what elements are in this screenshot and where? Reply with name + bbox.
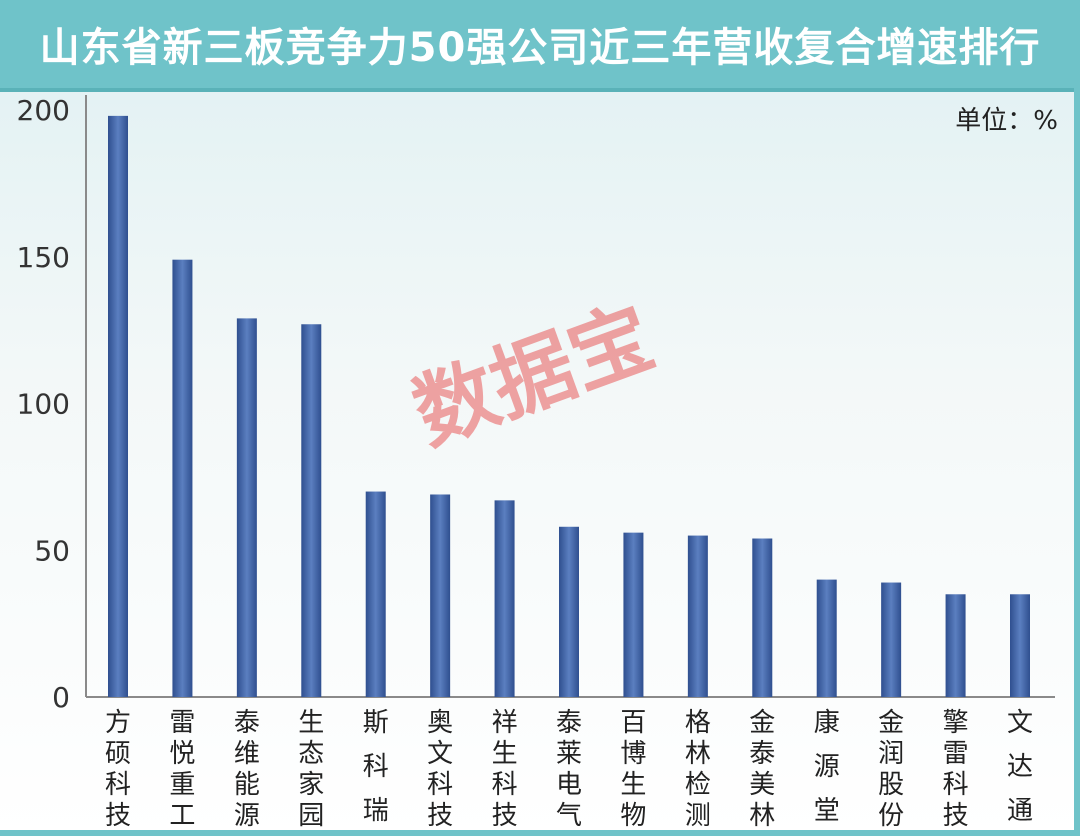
frame-bottom-edge <box>0 830 1080 836</box>
x-category-label: 祥生科技 <box>492 708 518 831</box>
frame-right-edge <box>1074 88 1080 836</box>
x-category-label: 文达通 <box>1007 708 1033 826</box>
bar <box>236 318 257 697</box>
y-tick-label: 0 <box>52 681 70 714</box>
chart-title: 山东省新三板竞争力50强公司近三年营收复合增速排行 <box>39 25 1041 71</box>
bar <box>365 491 386 697</box>
x-category-label: 雷悦重工 <box>169 708 195 831</box>
bar <box>301 324 322 697</box>
bar <box>687 535 708 697</box>
bar <box>172 259 193 697</box>
y-tick-label: 50 <box>34 534 70 567</box>
bar <box>1010 594 1030 697</box>
bar <box>816 579 837 697</box>
bar <box>945 594 966 697</box>
y-tick-label: 150 <box>17 241 70 274</box>
x-category-label: 擎雷科技 <box>943 708 969 831</box>
bar <box>559 526 579 697</box>
x-category-label: 百博生物 <box>620 708 646 831</box>
y-tick-label: 100 <box>17 388 70 421</box>
bar <box>623 532 644 697</box>
unit-label: 单位：% <box>955 106 1058 136</box>
x-category-label: 斯科瑞 <box>363 708 389 826</box>
bar <box>430 494 451 697</box>
bar <box>752 538 773 697</box>
x-category-label: 生态家园 <box>298 708 324 831</box>
bar <box>494 500 515 697</box>
bar <box>108 115 128 698</box>
x-category-label: 格林检测 <box>685 708 711 831</box>
x-category-label: 方硕科技 <box>105 708 131 831</box>
x-category-label: 奥文科技 <box>427 708 453 831</box>
x-category-label: 金润股份 <box>878 708 904 831</box>
title-bar: 山东省新三板竞争力50强公司近三年营收复合增速排行 <box>0 0 1080 92</box>
x-category-label: 金泰美林 <box>749 708 775 831</box>
y-tick-label: 200 <box>17 94 70 127</box>
x-category-label: 泰莱电气 <box>556 708 582 831</box>
bar <box>881 582 902 697</box>
x-category-label: 康源堂 <box>814 708 840 826</box>
x-category-label: 泰维能源 <box>234 708 260 831</box>
